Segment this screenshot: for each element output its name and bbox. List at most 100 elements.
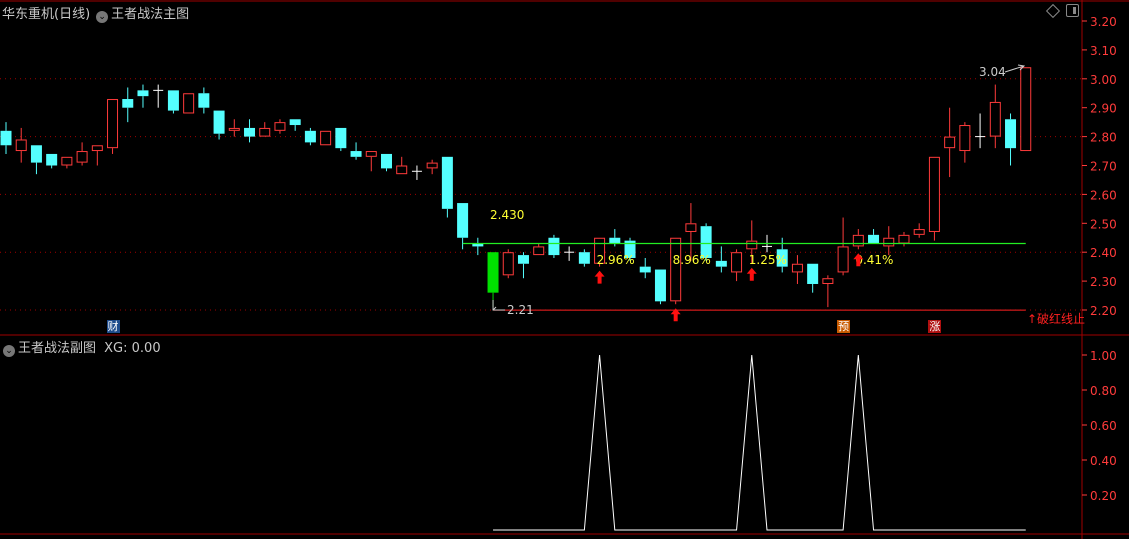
candle xyxy=(472,237,484,256)
candle xyxy=(76,142,88,166)
candle xyxy=(624,237,636,261)
y-tick-label: 2.20 xyxy=(1090,304,1117,318)
xg-readout: XG: 0.00 xyxy=(104,341,161,356)
high-pointer xyxy=(1004,64,1026,73)
candle xyxy=(913,223,925,238)
candle xyxy=(762,234,772,253)
stop-text: ↑破红线止 xyxy=(1027,311,1085,326)
candle xyxy=(807,263,819,293)
candle xyxy=(365,151,377,172)
y-tick-label: 2.90 xyxy=(1090,102,1117,116)
candle xyxy=(639,257,651,279)
candle xyxy=(594,237,606,267)
candle-body xyxy=(868,234,880,244)
candle-body xyxy=(228,127,240,131)
candle-body xyxy=(609,237,621,244)
candle xyxy=(731,249,743,282)
candle xyxy=(167,90,179,114)
candle-body xyxy=(381,153,392,169)
candle xyxy=(0,122,12,154)
candle xyxy=(153,84,164,108)
candle-body xyxy=(670,237,682,302)
candle-body xyxy=(304,130,316,143)
candle-body xyxy=(137,90,149,97)
candle-body xyxy=(365,151,377,157)
sub-chart-header: ⌄ 王者战法副图 XG: 0.00 xyxy=(0,337,161,357)
candle xyxy=(381,153,392,172)
candle xyxy=(670,237,682,305)
candle-body xyxy=(76,151,88,163)
signal-tag: 财 xyxy=(106,320,120,333)
candle xyxy=(517,252,529,279)
up-arrow-icon xyxy=(594,270,605,284)
chevron-down-icon[interactable]: ⌄ xyxy=(3,345,15,357)
candle xyxy=(837,217,849,276)
candle xyxy=(654,269,666,305)
chevron-down-icon[interactable]: ⌄ xyxy=(96,11,109,23)
main-indicator-name[interactable]: 王者战法主图 xyxy=(111,7,190,22)
sub-y-tick-label: 0.40 xyxy=(1090,454,1117,468)
candle xyxy=(320,130,332,146)
candle-body xyxy=(441,156,453,209)
candle xyxy=(959,122,971,163)
candle xyxy=(350,142,362,160)
candle-body xyxy=(198,93,210,108)
chart-header: 华东重机(日线) ⌄ 王者战法主图 xyxy=(2,3,189,23)
candle-body xyxy=(837,246,849,273)
candle-body xyxy=(791,263,803,273)
candle-body xyxy=(822,278,834,284)
sub-y-tick-label: 0.20 xyxy=(1090,489,1117,503)
candle-body xyxy=(426,162,438,169)
percent-label: 0.41% xyxy=(855,253,893,267)
candle xyxy=(411,165,422,180)
candle xyxy=(1005,113,1017,166)
candle-body xyxy=(487,252,499,293)
candle-body xyxy=(746,240,758,250)
candle-body xyxy=(457,203,469,238)
candle-body xyxy=(1020,67,1032,152)
candle-body xyxy=(639,266,651,273)
candle-body xyxy=(167,90,179,111)
candle-body xyxy=(685,223,697,232)
candle-body xyxy=(517,255,529,264)
candle xyxy=(228,119,240,137)
candle-body xyxy=(594,237,606,264)
candle xyxy=(852,229,864,250)
candle xyxy=(91,145,103,166)
candle xyxy=(1020,67,1032,152)
candle-body xyxy=(289,119,301,126)
signal-tag: 涨 xyxy=(928,320,942,333)
candle-body xyxy=(776,249,788,267)
candle-body xyxy=(183,93,195,114)
candle xyxy=(441,156,453,218)
candle xyxy=(548,234,560,258)
candle xyxy=(30,145,42,175)
candle xyxy=(213,110,225,140)
y-tick-label: 2.30 xyxy=(1090,275,1117,289)
candle xyxy=(533,243,545,256)
candle-body xyxy=(472,243,484,247)
y-tick-label: 2.40 xyxy=(1090,246,1117,260)
panel-toggle-icon[interactable] xyxy=(1066,4,1079,17)
candle-body xyxy=(989,101,1001,137)
y-tick-label: 2.70 xyxy=(1090,160,1117,174)
candle xyxy=(989,84,1001,149)
candle-body xyxy=(213,110,225,134)
support-value-label: 2.430 xyxy=(490,208,524,222)
candle-body xyxy=(928,156,940,232)
sub-indicator-name[interactable]: 王者战法副图 xyxy=(18,341,97,356)
candle-body xyxy=(15,139,27,152)
candle xyxy=(944,107,956,178)
y-tick-label: 2.60 xyxy=(1090,188,1117,202)
candle xyxy=(259,122,271,137)
candle-body xyxy=(320,130,332,146)
up-arrow-icon xyxy=(670,308,681,322)
candle xyxy=(183,93,195,114)
candle xyxy=(304,127,316,146)
candle xyxy=(274,119,286,134)
xg-line xyxy=(493,354,1026,531)
candle-body xyxy=(1005,119,1017,149)
percent-label: 1.25% xyxy=(749,253,787,267)
candle-body xyxy=(335,127,347,149)
